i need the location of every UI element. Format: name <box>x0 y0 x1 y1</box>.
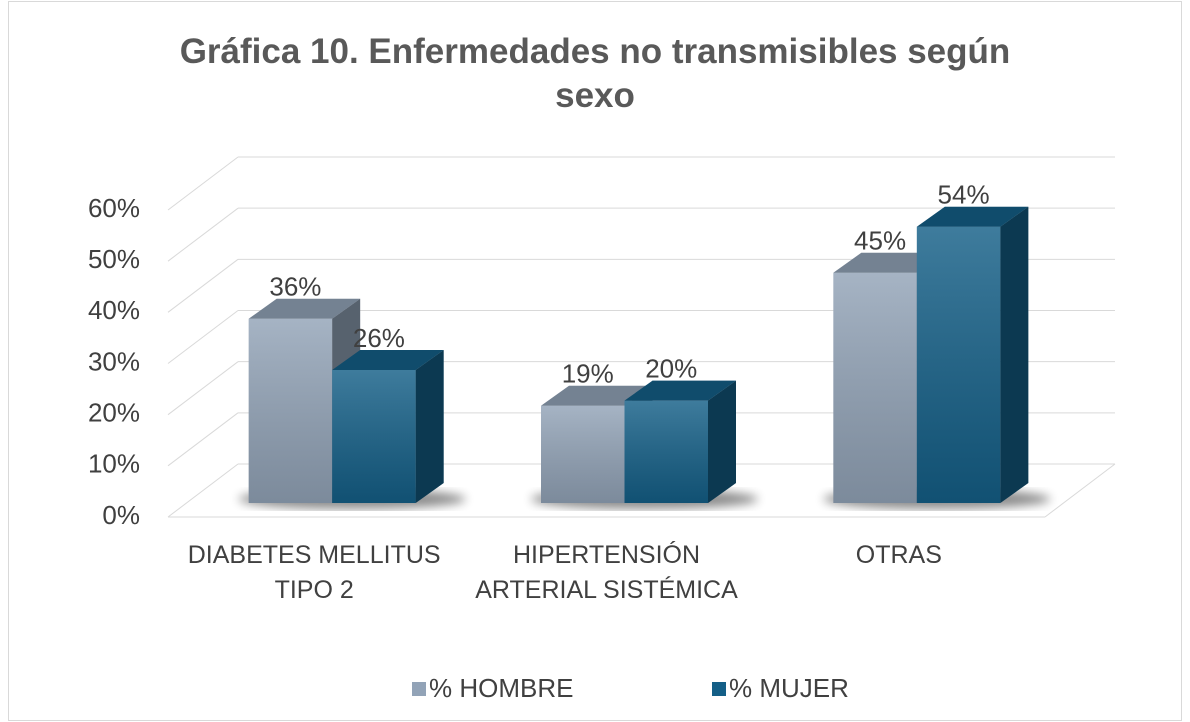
bar-front-shade <box>916 226 1001 503</box>
legend-swatch <box>412 682 426 696</box>
bar <box>916 206 1029 503</box>
bar-front-shade <box>248 318 333 503</box>
data-label: 45% <box>854 226 906 256</box>
bar-side-shade <box>1000 206 1029 503</box>
bar-top <box>916 206 1029 227</box>
bar-front-shade <box>332 369 416 503</box>
grid-line-side <box>167 412 239 467</box>
data-label: 36% <box>269 272 321 302</box>
grid-line-side <box>167 310 239 364</box>
bar-front-shade <box>541 405 625 503</box>
bar-front-shade <box>833 272 917 503</box>
bar-side <box>708 380 736 503</box>
bar-top <box>332 349 444 370</box>
bar-top-shade <box>332 349 444 370</box>
y-tick-label: 60% <box>88 193 140 223</box>
frame <box>8 1 1182 721</box>
legend-label: % MUJER <box>729 673 849 703</box>
bar-front-shade <box>624 400 708 503</box>
legend-swatch <box>712 682 726 696</box>
bar-top <box>624 380 736 401</box>
y-tick-label: 50% <box>88 244 140 274</box>
bar-top-shade <box>624 380 736 401</box>
y-tick-label: 0% <box>102 500 140 530</box>
grid-line-side <box>167 207 239 262</box>
bar-side <box>415 349 444 503</box>
y-tick-label: 20% <box>88 398 140 428</box>
data-label: 20% <box>645 354 697 384</box>
bar-side <box>1000 206 1029 503</box>
floor-right <box>1044 463 1116 518</box>
grid-line-side <box>167 156 239 211</box>
bar-top <box>248 298 361 319</box>
bar-top-shade <box>916 206 1029 227</box>
bar-top-shade <box>248 298 361 319</box>
legend-label: % HOMBRE <box>429 673 573 703</box>
chart-title: Gráfica 10. Enfermedades no transmisible… <box>179 32 1011 115</box>
x-tick-label: DIABETES MELLITUS TIPO 2 <box>187 541 441 604</box>
x-tick-label: HIPERTENSIÓN ARTERIAL SISTÉMICA <box>475 541 738 604</box>
data-label: 26% <box>353 323 405 353</box>
bar <box>624 380 736 503</box>
bar-side-shade <box>708 380 736 503</box>
data-label: 54% <box>938 180 990 210</box>
y-tick-label: 30% <box>88 346 140 376</box>
y-tick-label: 40% <box>88 295 140 325</box>
bar-side-shade <box>415 349 444 503</box>
y-tick-label: 10% <box>88 449 140 479</box>
x-tick-label: OTRAS <box>855 541 942 569</box>
grid-line-side <box>167 463 239 518</box>
data-label: 19% <box>562 359 614 389</box>
grid-line-side <box>167 361 239 416</box>
bar <box>332 349 444 503</box>
grid-line-side <box>167 258 239 313</box>
